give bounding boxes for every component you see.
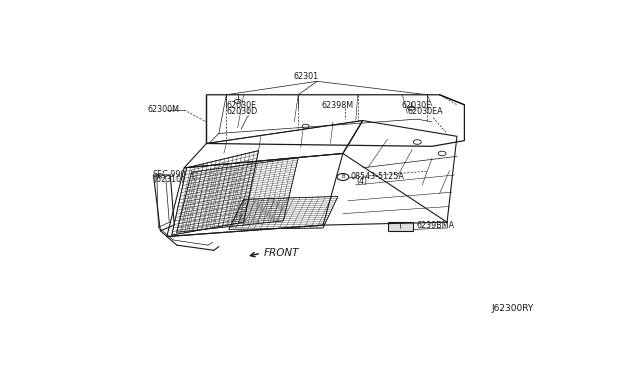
Text: 62030E: 62030E bbox=[227, 101, 257, 110]
Text: (4): (4) bbox=[356, 177, 368, 186]
Text: (62310): (62310) bbox=[153, 175, 184, 184]
Text: 62030EA: 62030EA bbox=[408, 107, 443, 116]
Text: 6239BMA: 6239BMA bbox=[416, 221, 454, 231]
Text: 62300M: 62300M bbox=[148, 105, 180, 115]
Bar bbox=[388, 222, 413, 231]
Text: B: B bbox=[341, 174, 345, 179]
Text: J62300RY: J62300RY bbox=[492, 304, 534, 312]
Text: 62030D: 62030D bbox=[227, 107, 257, 116]
Text: FRONT: FRONT bbox=[264, 248, 299, 258]
Text: 08543-5125A: 08543-5125A bbox=[350, 173, 404, 182]
Text: 62398M: 62398M bbox=[321, 101, 354, 110]
Text: SEC.990: SEC.990 bbox=[153, 170, 186, 179]
Text: 62301: 62301 bbox=[293, 72, 318, 81]
Text: 62030E: 62030E bbox=[401, 101, 431, 110]
